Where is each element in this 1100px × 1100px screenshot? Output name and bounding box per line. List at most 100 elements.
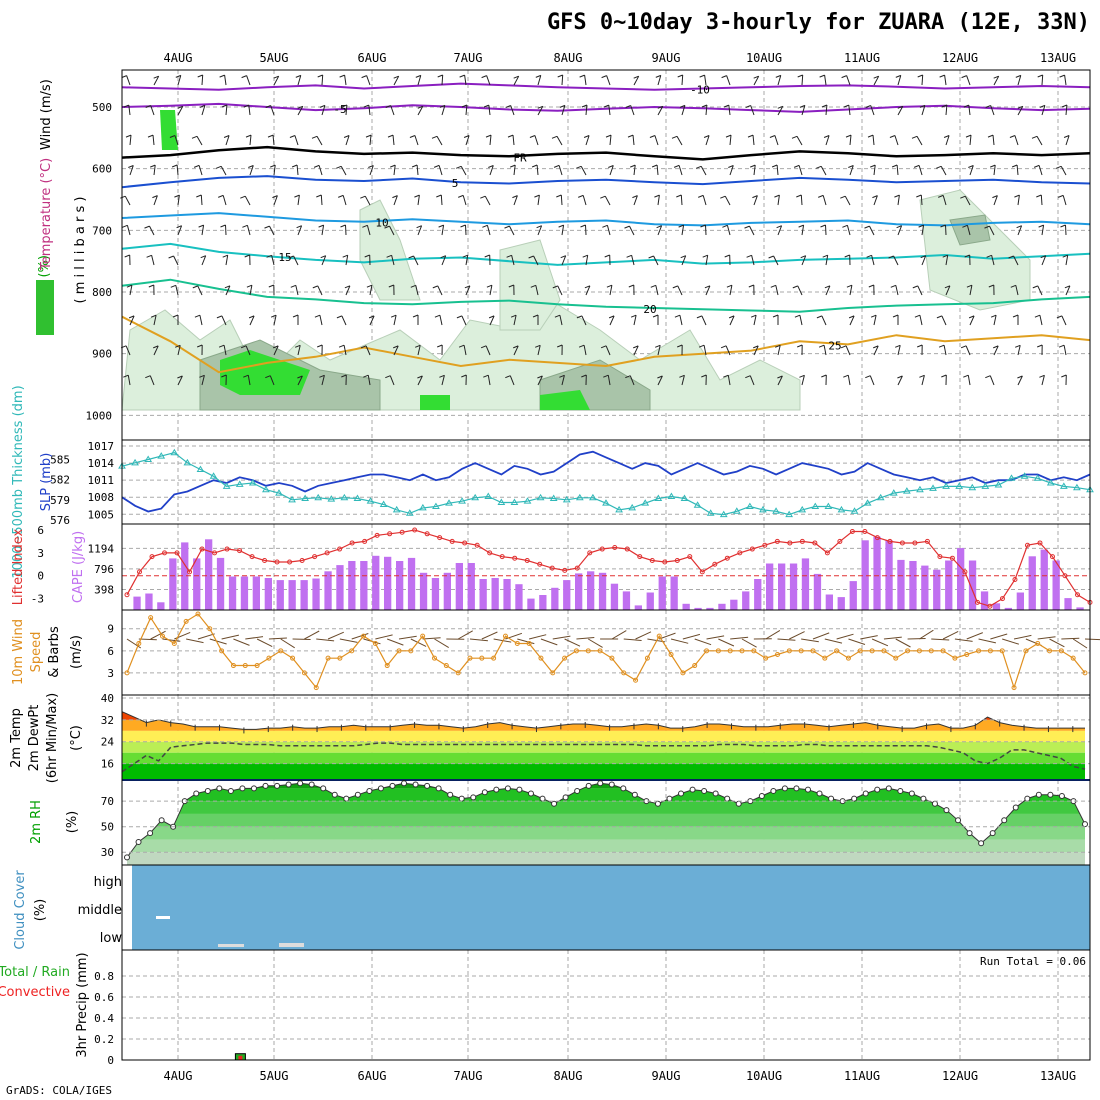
wind-barb-flag	[1037, 344, 1043, 348]
wind-barb-flag	[772, 314, 779, 318]
wind-barb-flag	[912, 285, 918, 289]
wind-barb	[969, 165, 974, 176]
rh-point	[689, 786, 696, 793]
wind-barb	[703, 345, 707, 356]
precip-bar-convective	[238, 1055, 243, 1060]
isotherm-label: FR	[513, 151, 527, 164]
thickness-tick: 576	[50, 514, 70, 527]
wind-speed-point	[751, 648, 757, 654]
wind-barb-flag	[840, 345, 847, 349]
cloud-patch-middle	[156, 916, 170, 919]
li-point	[1012, 577, 1018, 583]
wind-barb-flag	[891, 164, 898, 168]
wind-barb-flag	[728, 315, 735, 319]
wind-barb-flag	[384, 225, 390, 229]
surface-wind-barb	[1084, 638, 1100, 641]
wind-barb-flag	[1058, 194, 1064, 198]
wind-barb	[655, 285, 659, 296]
wind-barb	[896, 164, 899, 176]
wind-speed-point	[822, 655, 828, 661]
cape-bar	[837, 597, 845, 610]
wind-barb-flag	[721, 75, 727, 79]
wind-barb	[873, 195, 878, 206]
wind-barb-flag	[748, 284, 754, 288]
wind-speed-point	[195, 611, 201, 617]
cape-bar	[682, 603, 690, 610]
isotherm-label: 15	[278, 251, 291, 264]
cape-bar	[527, 598, 535, 610]
wind-barb-flag	[434, 314, 441, 318]
cape-bar	[264, 578, 272, 610]
surface-wind-barb	[848, 638, 866, 645]
wind-barb-flag	[722, 224, 728, 228]
wind-speed-point	[443, 663, 449, 669]
wind-barb	[297, 375, 303, 386]
rh-point	[620, 785, 627, 792]
wind-barb-flag	[439, 374, 445, 378]
rh-point	[516, 786, 523, 793]
wind-barb-flag	[168, 255, 174, 259]
wind-barb-flag	[724, 254, 730, 258]
wind-barb	[681, 74, 684, 86]
wind-barb-flag	[432, 285, 438, 289]
wind-barb-flag	[816, 315, 823, 319]
wind-barb	[993, 345, 999, 356]
wind-barb	[585, 135, 590, 146]
wind-barb	[273, 315, 277, 326]
wind-barb-flag	[244, 254, 250, 258]
rh-point	[158, 817, 165, 824]
wind-barb	[485, 345, 491, 356]
wind-barb	[389, 225, 395, 236]
wind-speed-point	[1070, 655, 1076, 661]
date-label-top: 5AUG	[260, 51, 289, 65]
wind-barb	[465, 255, 469, 266]
thickness-point	[798, 505, 807, 513]
wind-barb-flag	[897, 375, 903, 379]
wind-barb-flag	[199, 104, 206, 108]
wind-barb	[1064, 75, 1067, 86]
wind-speed-point	[538, 655, 544, 661]
cape-tick: 398	[94, 583, 114, 596]
thickness-point	[196, 465, 205, 473]
thickness-point	[837, 505, 846, 513]
wind-barb-flag	[993, 75, 999, 79]
wind-speed-point	[230, 663, 236, 669]
surface-wind-barb	[812, 632, 830, 640]
wind-barb	[344, 75, 347, 86]
wind-barb	[632, 135, 635, 146]
wind-barb-flag	[508, 284, 514, 288]
wind-barb-flag	[888, 255, 894, 259]
wind-barb-flag	[774, 194, 780, 198]
cape-bar	[778, 563, 786, 610]
wind-barb-flag	[245, 134, 252, 138]
wind-barb-flag	[265, 375, 271, 379]
wind-barb	[1065, 135, 1070, 146]
wind-barb-flag	[873, 345, 879, 349]
wind-barb-flag	[696, 165, 702, 169]
wind-barb	[153, 75, 160, 86]
wind-speed-point	[1023, 648, 1029, 654]
wind-barb	[681, 255, 687, 266]
cloud-frame	[121, 864, 1091, 951]
wind-barb-flag	[431, 135, 438, 139]
thickness-point	[471, 493, 480, 501]
wind-barb-flag	[897, 105, 903, 109]
wind-barb	[897, 345, 901, 356]
rh-point	[874, 786, 881, 793]
wind-barb-flag	[558, 224, 564, 228]
wind-barb	[321, 375, 325, 386]
wind-barb	[177, 345, 181, 356]
wind-barb-flag	[198, 224, 204, 228]
wind-barb-flag	[678, 224, 684, 228]
wind-barb	[869, 225, 875, 236]
thickness-point	[405, 509, 414, 516]
wind-barb-flag	[553, 164, 560, 168]
surface-wind-barb	[138, 638, 157, 641]
wind-barb	[1014, 135, 1019, 146]
cape-bar	[133, 596, 141, 610]
li-point	[1037, 540, 1043, 546]
wind-barb-flag	[360, 195, 366, 199]
wind-barb	[584, 75, 587, 86]
wind-barb	[823, 345, 827, 356]
surface-wind-barb	[457, 630, 473, 640]
